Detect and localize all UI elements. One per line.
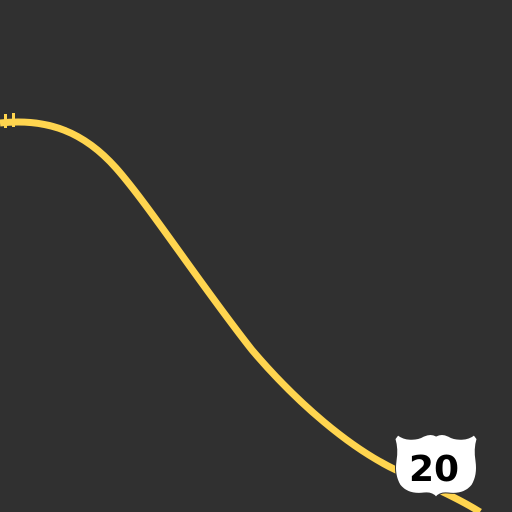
shield-shape (394, 434, 478, 498)
road-segment-tick (4, 114, 7, 128)
shield-route-number: 20 (409, 449, 459, 490)
us-highway-shield-icon[interactable]: 20 (394, 434, 478, 498)
road-segment-tick (12, 113, 15, 127)
